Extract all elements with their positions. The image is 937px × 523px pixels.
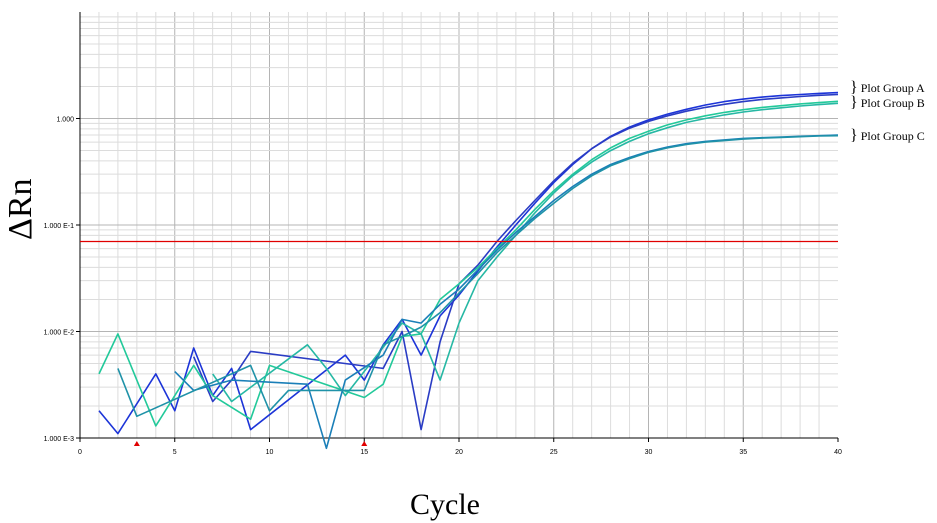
x-tick-label: 40 [834,449,842,456]
y-axis-label: ΔRn [2,178,39,240]
y-tick-label: 1.000 E-3 [44,436,74,443]
series-line-group-b [98,100,839,427]
x-tick-label: 15 [360,449,368,456]
series-line-group-c [117,134,839,418]
legend-item-group-b: } Plot Group B [850,94,925,112]
baseline-marker-icon [133,441,140,446]
series-line-group-a [192,93,839,431]
x-tick-label: 20 [455,449,463,456]
x-tick-label: 25 [550,449,558,456]
brace-icon: } [850,127,858,144]
x-tick-label: 10 [266,449,274,456]
y-tick-label: 1.000 [56,117,74,124]
legend-label: Plot Group B [860,96,925,110]
x-tick-label: 30 [645,449,653,456]
x-tick-label: 5 [173,449,177,456]
x-axis-label: Cycle [410,488,480,521]
legend-item-group-a: } Plot Group A [850,79,925,97]
x-tick-label: 35 [739,449,747,456]
baseline-marker-icon [361,441,368,446]
x-tick-label: 0 [78,449,82,456]
y-tick-label: 1.000 E-2 [44,330,74,337]
y-tick-label: 1.000 E-1 [44,223,74,230]
legend-label: Plot Group A [860,81,925,95]
legend-item-group-c: } Plot Group C [850,127,925,145]
brace-icon: } [850,94,858,111]
series-line-group-b [212,102,839,403]
y-axis-label-wrap: ΔRn [2,178,52,260]
brace-icon: } [850,79,858,96]
legend-label: Plot Group C [860,129,925,143]
